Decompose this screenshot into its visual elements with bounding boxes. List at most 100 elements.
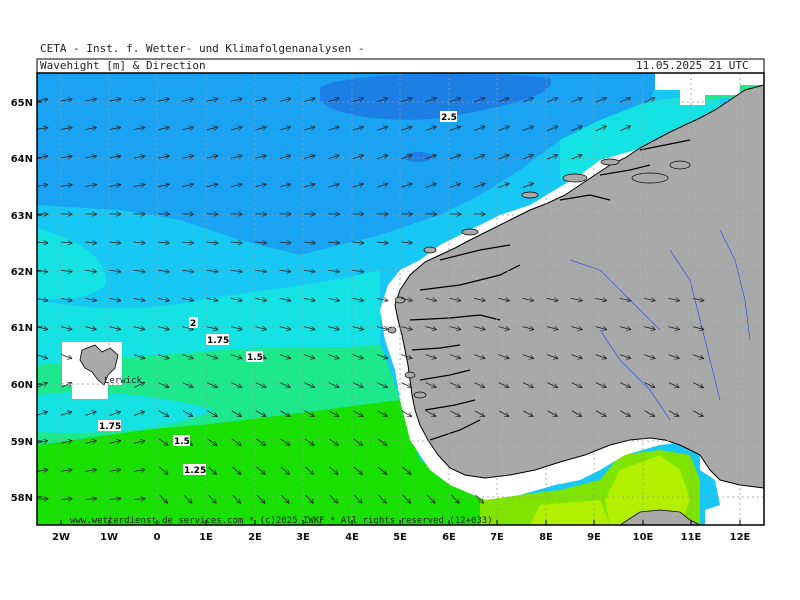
- wave-arrow-200: [37, 354, 47, 359]
- wave-arrow-158: [376, 298, 388, 300]
- wave-arrow-27: [60, 128, 72, 130]
- wave-arrow-159: [401, 298, 412, 300]
- wave-arrow-45: [498, 127, 509, 131]
- wave-arrow-81: [206, 184, 218, 187]
- wave-arrow-20: [522, 98, 533, 103]
- wave-arrow-155: [303, 298, 315, 300]
- lat-label-62N: 62N: [11, 267, 33, 278]
- wave-arrow-196: [619, 327, 631, 330]
- lon-label-2E: 2E: [248, 532, 262, 543]
- wave-arrow-15: [401, 98, 411, 103]
- lon-label-9E: 9E: [587, 532, 601, 543]
- wave-arrow-40: [376, 127, 387, 131]
- wave-arrow-285: [158, 438, 168, 445]
- wave-arrow-38: [328, 127, 339, 131]
- wave-arrow-249: [644, 382, 655, 388]
- lon-label-8E: 8E: [539, 532, 553, 543]
- wave-arrow-135: [157, 270, 169, 272]
- wave-arrow-35: [255, 127, 266, 130]
- wave-arrow-193: [546, 327, 558, 330]
- title-frame: [36, 58, 765, 74]
- wave-arrow-82: [230, 184, 242, 187]
- wave-arrow-241: [449, 382, 460, 388]
- longitude-labels: 2W 1W 0 1E 2E 3E 4E 5E 6E 7E 8E 9E 10E 11E 12E: [52, 520, 751, 543]
- wave-arrow-256: [133, 412, 144, 416]
- wave-zone-3-0-small: [404, 152, 432, 162]
- wave-arrow-73: [571, 155, 582, 160]
- wave-arrow-201: [60, 354, 71, 359]
- wave-arrow-280: [37, 441, 48, 444]
- wave-arrow-16: [425, 98, 436, 103]
- wave-arrow-173: [60, 327, 72, 330]
- wave-arrow-61: [279, 156, 291, 159]
- wave-arrow-319: [232, 494, 241, 503]
- lat-label-60N: 60N: [11, 380, 33, 391]
- wave-arrow-50: [620, 126, 630, 132]
- wave-arrow-251: [692, 382, 703, 388]
- wave-arrow-116: [85, 242, 96, 243]
- wave-arrow-329: [475, 494, 484, 503]
- wave-arrow-188: [425, 327, 436, 330]
- wave-arrow-238: [377, 382, 387, 388]
- wave-arrow-189: [449, 327, 461, 330]
- wave-arrow-210: [328, 354, 338, 359]
- wave-arrow-253: [60, 412, 71, 416]
- wave-arrow-328: [451, 494, 459, 503]
- wave-arrow-184: [328, 327, 339, 330]
- wave-arrow-287: [207, 438, 217, 445]
- wave-arrow-156: [328, 298, 339, 300]
- wave-arrow-171: [692, 298, 704, 300]
- wave-arrow-177: [158, 327, 169, 330]
- wave-arrow-165: [546, 298, 558, 300]
- wave-arrow-302: [207, 466, 216, 474]
- wave-arrow-39: [352, 127, 363, 131]
- wave-arrow-230: [182, 382, 193, 388]
- wave-arrow-276: [620, 410, 629, 417]
- wave-arrow-37: [303, 127, 315, 131]
- wave-arrow-245: [547, 382, 557, 388]
- wave-arrow-133: [109, 270, 120, 272]
- wave-arrow-202: [133, 354, 144, 359]
- wave-arrow-260: [231, 410, 241, 417]
- wave-arrow-123: [255, 242, 266, 243]
- contour-label-1-5: 1.5: [247, 353, 263, 363]
- wave-arrow-289: [255, 438, 265, 445]
- wave-arrow-294: [377, 438, 387, 445]
- coastal-islands: [387, 158, 691, 399]
- wave-arrow-148: [133, 298, 145, 300]
- wave-arrow-57: [182, 156, 193, 158]
- wave-arrow-265: [352, 410, 362, 417]
- wave-arrow-259: [207, 410, 216, 417]
- wave-arrow-32: [182, 127, 193, 129]
- lon-label-3E: 3E: [296, 532, 310, 543]
- wave-arrow-272: [523, 410, 532, 417]
- wave-arrow-197: [644, 327, 655, 330]
- wave-arrow-234: [279, 382, 290, 388]
- contour-label-1-5-south: 1.5: [174, 437, 190, 447]
- wave-arrow-90: [425, 184, 436, 188]
- wave-arrow-262: [280, 410, 289, 417]
- wave-arrow-144: [37, 298, 48, 300]
- wave-arrow-26: [37, 128, 48, 130]
- wave-arrow-247: [595, 382, 606, 388]
- wave-arrow-120: [182, 242, 193, 243]
- lon-label-6E: 6E: [442, 532, 456, 543]
- wave-arrow-325: [378, 494, 386, 503]
- wave-arrow-127: [352, 242, 363, 243]
- wave-arrow-195: [595, 327, 607, 330]
- wave-arrow-317: [183, 494, 192, 503]
- wave-arrow-67: [425, 155, 436, 160]
- wave-arrow-154: [279, 298, 291, 300]
- wave-arrow-146: [85, 298, 96, 300]
- wave-arrow-277: [644, 410, 654, 417]
- wave-arrow-124: [279, 242, 291, 243]
- wave-arrow-68: [449, 155, 460, 160]
- wave-arrow-186: [376, 327, 388, 330]
- wave-arrow-48: [571, 126, 582, 132]
- wave-zone-coast-north: [560, 85, 720, 180]
- contour-labels: 2.5 2 1.75 1.5 1.75 1.5 1.25: [98, 111, 457, 476]
- wave-arrow-91: [449, 184, 460, 188]
- wave-arrow-323: [329, 494, 338, 503]
- wave-arrow-157: [352, 298, 364, 300]
- wave-arrow-77: [109, 184, 121, 186]
